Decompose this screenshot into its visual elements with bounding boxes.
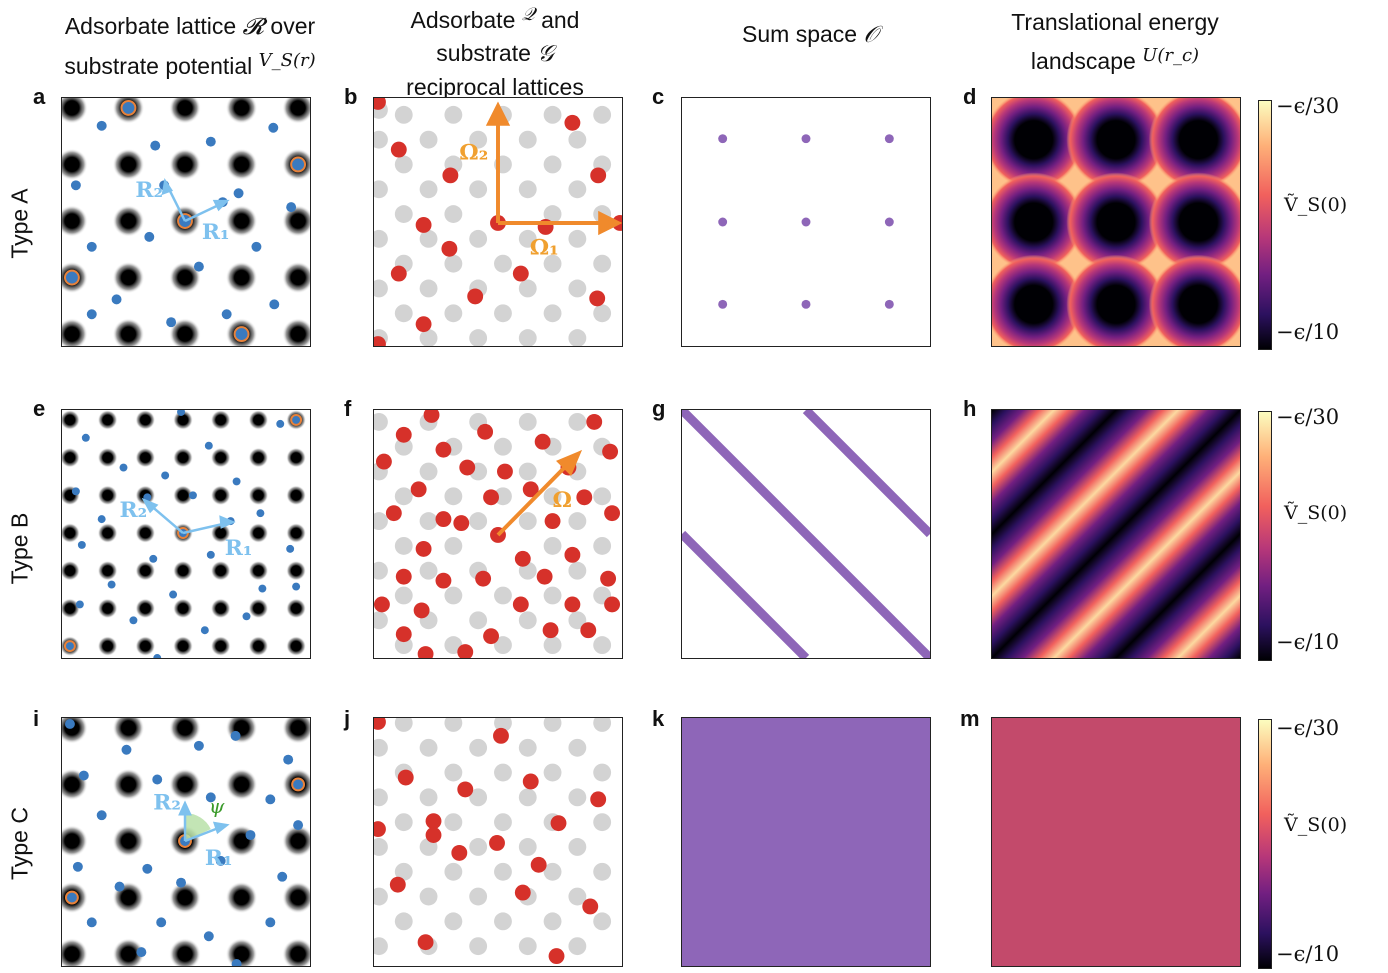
panel-letter-e: e (33, 396, 46, 421)
row-label-type-b: Type B (6, 512, 33, 585)
colorbar-c-mid: Ṽ_S(0) (1284, 814, 1348, 836)
colorbar-b-mid: Ṽ_S(0) (1284, 502, 1348, 524)
col3-line1: Sum space (742, 21, 864, 47)
colorbar-row-b (1258, 411, 1272, 661)
colorbar-b-top: −ϵ/30 (1276, 405, 1340, 429)
column-title-sum-space: Sum space 𝒪 (690, 18, 930, 52)
panel-f-reciprocal: Ω (373, 409, 623, 659)
adsorbate-reciprocal-dots (374, 718, 607, 965)
panel-k-sum-space (681, 717, 931, 967)
lattice-vectors (141, 497, 236, 535)
vector-r2-label: R₂ (153, 790, 181, 815)
panel-e-figure: R₁ R₂ (62, 410, 307, 658)
lattice-vectors (161, 178, 230, 223)
panel-j-figure (374, 718, 612, 965)
adsorbate-dots (71, 410, 301, 658)
panel-letter-a: a (33, 84, 46, 109)
substrate-sites (62, 410, 307, 657)
omega-vectors (485, 101, 622, 236)
column-title-adsorbate-lattice: Adsorbate lattice 𝓡 over substrate poten… (30, 10, 350, 83)
panel-j-reciprocal (373, 717, 623, 967)
panel-letter-f: f (344, 396, 352, 421)
vector-r2-label: R₂ (135, 178, 163, 203)
striped-landscape (992, 410, 1240, 658)
colorbar-c-bottom: −ϵ/10 (1276, 942, 1340, 966)
substrate-sites (62, 98, 310, 346)
col4-line1: Translational energy (1011, 9, 1219, 35)
panel-m-energy-landscape (991, 717, 1241, 967)
lattice-vectors (178, 800, 230, 843)
column-title-reciprocal-lattices: Adsorbate 𝒬 and substrate 𝒢 reciprocal l… (370, 0, 620, 104)
energy-wells (992, 98, 1240, 346)
panel-letter-k: k (652, 706, 665, 731)
highlighted-sites (63, 99, 307, 343)
vector-r1-label: R₁ (202, 220, 230, 245)
col1-symbol: 𝓡 (242, 14, 265, 40)
vector-r2-label: R₂ (120, 498, 148, 523)
omega2-label: Ω₂ (459, 141, 488, 166)
colorbar-a-bottom: −ϵ/10 (1276, 320, 1340, 344)
row-label-type-c: Type C (6, 807, 33, 880)
col3-symbol: 𝒪 (863, 22, 878, 48)
adsorbate-dots (70, 120, 297, 328)
col2-line1: Adsorbate (410, 7, 522, 33)
panel-g-figure (682, 410, 930, 658)
panel-h-energy-landscape (991, 409, 1241, 659)
substrate-reciprocal-dots (374, 718, 612, 956)
col2-symbol-q: 𝒬 (521, 4, 535, 25)
col1-line1-end: over (264, 13, 316, 39)
colorbar-a-mid: Ṽ_S(0) (1284, 194, 1348, 216)
panel-e-adsorbate-lattice: R₁ R₂ (61, 409, 311, 659)
panel-d-energy-landscape (991, 97, 1241, 347)
panel-letter-g: g (652, 396, 666, 421)
colorbar-b-bottom: −ϵ/10 (1276, 630, 1340, 654)
colorbar-a-top: −ϵ/30 (1276, 94, 1340, 118)
col4-line2: landscape (1030, 48, 1143, 74)
vector-r1-label: R₁ (225, 536, 253, 561)
panel-g-sum-space (681, 409, 931, 659)
col2-line1-end: and (534, 7, 580, 33)
col2-line2: substrate (436, 40, 538, 66)
panel-letter-i: i (33, 706, 40, 731)
col1-line2: substrate potential (64, 53, 259, 79)
adsorbate-dots (64, 718, 304, 966)
panel-d-figure (992, 98, 1240, 346)
psi-label: ψ (209, 795, 225, 818)
adsorbate-reciprocal-dots (374, 98, 622, 346)
panel-b-figure: Ω₂ Ω₁ (374, 98, 622, 346)
panel-c-sum-space (681, 97, 931, 347)
colorbar-row-a (1258, 100, 1272, 350)
sum-space-lines (682, 410, 930, 658)
panel-i-figure: R₁ R₂ ψ (62, 718, 310, 966)
panel-a-adsorbate-lattice: R₁ R₂ (61, 97, 311, 347)
panel-letter-c: c (652, 84, 665, 109)
panel-h-figure (992, 410, 1240, 658)
colorbar-row-c (1258, 719, 1272, 969)
adsorbate-reciprocal-dots (374, 410, 621, 658)
column-title-energy-landscape: Translational energy landscape U(r_c) (980, 6, 1250, 78)
panel-a-figure: R₁ R₂ (62, 98, 310, 346)
colorbar-c-top: −ϵ/30 (1276, 716, 1340, 740)
panel-i-adsorbate-lattice: R₁ R₂ ψ (61, 717, 311, 967)
panel-f-figure: Ω (374, 410, 621, 658)
omega-label: Ω (553, 488, 572, 513)
row-label-type-a: Type A (6, 188, 33, 259)
angle-wedge (185, 813, 211, 842)
panel-b-reciprocal: Ω₂ Ω₁ (373, 97, 623, 347)
col2-line3: reciprocal lattices (406, 74, 584, 100)
col1-line1: Adsorbate lattice (64, 13, 243, 39)
panel-letter-h: h (963, 396, 977, 421)
panel-letter-b: b (344, 84, 358, 109)
sum-space-points (718, 134, 894, 309)
panel-c-figure (718, 134, 894, 309)
omega-vector (496, 449, 583, 537)
omega1-label: Ω₁ (530, 236, 559, 261)
panel-letter-j: j (344, 706, 351, 731)
col4-symbol: U(r_c) (1142, 45, 1200, 66)
vector-r1-label: R₁ (205, 846, 233, 871)
col2-symbol-g: 𝒢 (537, 41, 554, 67)
panel-letter-d: d (963, 84, 977, 109)
col1-potential-symbol: V_S(r) (258, 50, 316, 71)
panel-letter-m: m (960, 706, 980, 731)
